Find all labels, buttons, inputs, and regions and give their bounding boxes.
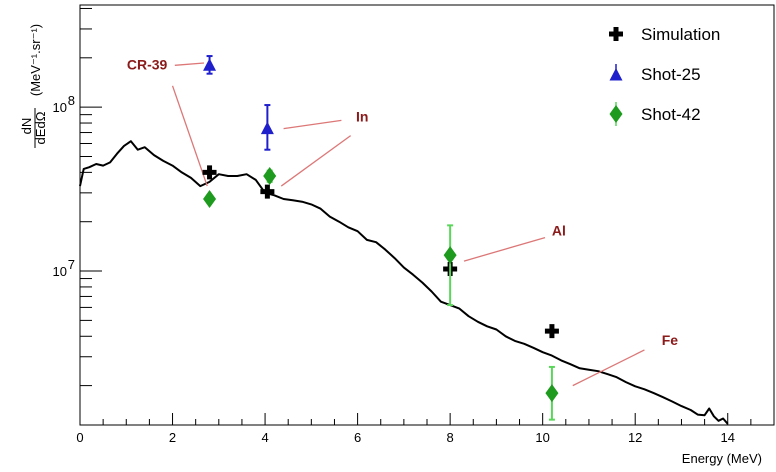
annotation-leader-line [463, 236, 546, 262]
series-shot-25 [203, 55, 274, 151]
legend-label-simulation: Simulation [641, 25, 720, 44]
annotation-layer: CR-39 In Al Fe [127, 56, 679, 387]
shot-42-point [443, 246, 457, 265]
series-shot-42 [203, 167, 559, 421]
y-axis-title: dN dEdΩ (MeV⁻¹.sr⁻¹) [19, 24, 48, 148]
x-tick-label: 2 [169, 430, 176, 445]
legend-label-shot-42: Shot-42 [641, 105, 701, 124]
x-tick-label: 12 [628, 430, 642, 445]
x-tick-label: 8 [447, 430, 454, 445]
simulation-point [544, 324, 559, 339]
annotation-leader-line [174, 62, 205, 66]
annotation-label: CR-39 [127, 56, 168, 72]
x-tick-label: 6 [354, 430, 361, 445]
annotation-leader-line [283, 119, 342, 130]
annotation-leader-line [280, 135, 352, 187]
x-tick-label: 0 [76, 430, 83, 445]
annotation-label: Al [552, 222, 566, 238]
annotation-leader-line [572, 349, 645, 387]
x-tick-label: 10 [535, 430, 549, 445]
x-axis: 0 2 4 6 8 10 12 14 [76, 413, 775, 445]
simulation-point [202, 165, 217, 180]
simulation-curve-line [79, 140, 729, 425]
x-tick-label: 14 [720, 430, 734, 445]
legend-marker-simulation [609, 27, 623, 41]
x-tick-label: 4 [261, 430, 268, 445]
simulation-point [260, 184, 275, 199]
legend-label-shot-25: Shot-25 [641, 65, 701, 84]
x-axis-title: Energy (MeV) [682, 451, 762, 466]
y-tick-label: 10 [53, 100, 67, 115]
y-axis-title-top: dN [19, 118, 34, 135]
annotation-label: Fe [662, 332, 679, 348]
legend-marker-shot-25 [609, 68, 623, 81]
shot-42-point [263, 167, 277, 186]
y-axis-title-bottom: dEdΩ [33, 111, 48, 144]
annotation-label: In [356, 108, 368, 124]
y-tick-label-exponent: 7 [68, 257, 75, 272]
y-tick-label-exponent: 8 [68, 93, 75, 108]
legend-marker-shot-42 [609, 105, 623, 123]
shot-25-point [260, 121, 274, 135]
y-axis-title-units: (MeV⁻¹.sr⁻¹) [28, 24, 43, 96]
simulation-curve-layer [79, 140, 729, 425]
annotation-leader-line [171, 85, 208, 187]
shot-42-point [203, 190, 217, 209]
legend: Simulation Shot-25 Shot-42 [609, 25, 720, 126]
data-points-layer [202, 55, 559, 421]
shot-42-point [545, 384, 559, 403]
shot-25-point [203, 58, 217, 71]
y-tick-label: 10 [53, 264, 67, 279]
